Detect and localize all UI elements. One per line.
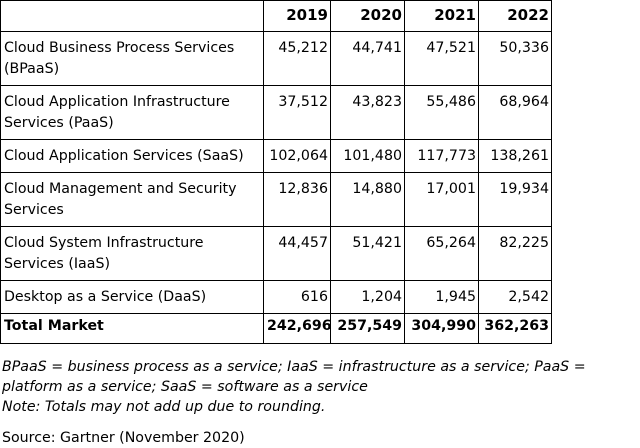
total-2021: 304,990 — [404, 313, 479, 344]
cell-2021: 47,521 — [404, 31, 479, 86]
cell-2020: 1,204 — [330, 280, 405, 314]
table-row: Cloud Application Services (SaaS) 102,06… — [0, 139, 552, 173]
rounding-note: Note: Totals may not add up due to round… — [2, 399, 326, 415]
table-row: Cloud Business Process Services (BPaaS) … — [0, 31, 552, 86]
cell-2021: 17,001 — [404, 172, 479, 227]
cell-2020: 43,823 — [330, 85, 405, 140]
cell-2022: 19,934 — [478, 172, 552, 227]
cell-2020: 44,741 — [330, 31, 405, 86]
cell-2021: 65,264 — [404, 226, 479, 281]
table-notes: BPaaS = business process as a service; I… — [2, 357, 640, 417]
source-line: Source: Gartner (November 2020) — [2, 430, 245, 446]
cloud-forecast-table: 2019 2020 2021 2022 Cloud Business Proce… — [0, 0, 552, 344]
table-row: Cloud System Infrastructure Services (Ia… — [0, 226, 552, 281]
abbreviations-note: BPaaS = business process as a service; I… — [2, 359, 586, 395]
header-2019: 2019 — [263, 0, 331, 32]
cell-2022: 2,542 — [478, 280, 552, 314]
row-label: Desktop as a Service (DaaS) — [0, 280, 264, 314]
cell-2022: 138,261 — [478, 139, 552, 173]
table-row: Cloud Management and Security Services 1… — [0, 172, 552, 227]
cell-2020: 101,480 — [330, 139, 405, 173]
row-label: Cloud Business Process Services (BPaaS) — [0, 31, 264, 86]
row-label: Cloud Management and Security Services — [0, 172, 264, 227]
cell-2019: 616 — [263, 280, 331, 314]
total-2019: 242,696 — [263, 313, 331, 344]
row-label: Cloud Application Services (SaaS) — [0, 139, 264, 173]
cell-2021: 55,486 — [404, 85, 479, 140]
cell-2019: 37,512 — [263, 85, 331, 140]
header-2020: 2020 — [330, 0, 405, 32]
header-row: 2019 2020 2021 2022 — [0, 0, 552, 32]
row-label: Cloud System Infrastructure Services (Ia… — [0, 226, 264, 281]
cell-2020: 14,880 — [330, 172, 405, 227]
header-2021: 2021 — [404, 0, 479, 32]
cell-2021: 117,773 — [404, 139, 479, 173]
row-label: Cloud Application Infrastructure Service… — [0, 85, 264, 140]
total-row: Total Market 242,696 257,549 304,990 362… — [0, 313, 552, 344]
cell-2022: 50,336 — [478, 31, 552, 86]
total-2020: 257,549 — [330, 313, 405, 344]
cell-2019: 44,457 — [263, 226, 331, 281]
total-2022: 362,263 — [478, 313, 552, 344]
total-label: Total Market — [0, 313, 264, 344]
cell-2022: 82,225 — [478, 226, 552, 281]
table-row: Cloud Application Infrastructure Service… — [0, 85, 552, 140]
cell-2019: 12,836 — [263, 172, 331, 227]
cell-2021: 1,945 — [404, 280, 479, 314]
cell-2020: 51,421 — [330, 226, 405, 281]
cell-2019: 45,212 — [263, 31, 331, 86]
header-2022: 2022 — [478, 0, 552, 32]
cell-2022: 68,964 — [478, 85, 552, 140]
table-row: Desktop as a Service (DaaS) 616 1,204 1,… — [0, 280, 552, 314]
cell-2019: 102,064 — [263, 139, 331, 173]
header-cell-empty — [0, 0, 264, 32]
